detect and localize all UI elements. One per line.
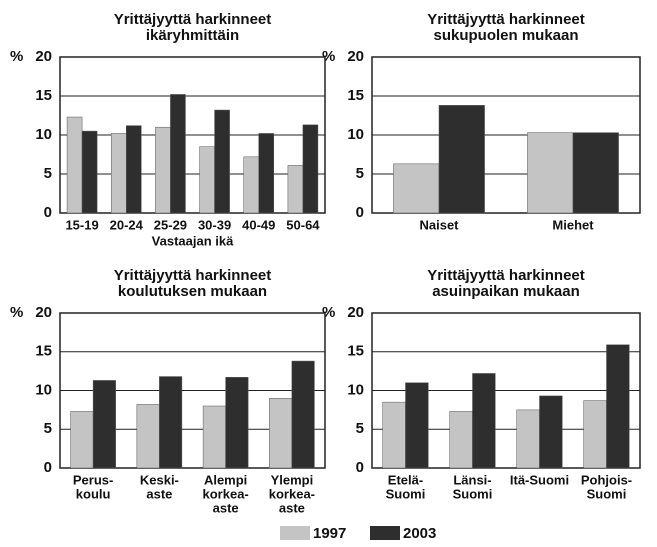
bar — [287, 165, 304, 214]
y-axis-label: % — [322, 304, 335, 321]
x-axis-label: Vastaajan ikä — [152, 233, 234, 248]
y-tick-label: 20 — [35, 304, 52, 321]
x-tick-label: Itä-Suomi — [510, 472, 569, 487]
x-tick-label: Perus- — [73, 472, 113, 487]
bar — [516, 409, 540, 469]
y-tick-label: 20 — [347, 48, 364, 65]
bar — [136, 404, 160, 469]
bar — [243, 156, 260, 214]
y-tick-label: 0 — [44, 204, 52, 221]
y-tick-label: 0 — [356, 459, 364, 476]
y-tick-label: 20 — [35, 48, 52, 65]
x-tick-label: 15-19 — [65, 217, 98, 232]
bar — [258, 133, 275, 214]
bar — [472, 373, 496, 469]
x-tick-label: korkea- — [269, 486, 315, 501]
y-tick-label: 15 — [347, 343, 364, 360]
x-tick-label: koulu — [76, 486, 111, 501]
y-tick-label: 10 — [347, 381, 364, 398]
bar — [539, 395, 563, 469]
x-tick-label: Suomi — [587, 486, 627, 501]
y-tick-label: 5 — [44, 165, 52, 182]
chart-title: Yrittäjyyttä harkinneet — [427, 11, 585, 28]
x-tick-label: Suomi — [453, 486, 493, 501]
x-tick-label: 25-29 — [154, 217, 187, 232]
bar — [606, 344, 630, 469]
x-tick-label: Etelä- — [388, 472, 423, 487]
bar — [159, 376, 183, 469]
y-tick-label: 0 — [356, 204, 364, 221]
bar — [170, 94, 186, 214]
bar — [92, 380, 116, 469]
bar — [572, 132, 619, 214]
x-tick-label: aste — [146, 486, 172, 501]
x-tick-label: 50-64 — [286, 217, 320, 232]
bar — [527, 132, 574, 214]
bar — [583, 400, 607, 469]
x-tick-label: aste — [213, 500, 239, 515]
y-tick-label: 10 — [347, 126, 364, 143]
y-tick-label: 20 — [347, 304, 364, 321]
y-tick-label: 0 — [44, 459, 52, 476]
chart-title: sukupuolen mukaan — [433, 27, 578, 44]
x-tick-label: Ylempi — [271, 472, 314, 487]
bar — [382, 401, 406, 469]
x-tick-label: Miehet — [552, 217, 594, 232]
bar — [225, 377, 249, 469]
chart-title: ikäryhmittäin — [146, 27, 239, 44]
y-tick-label: 15 — [347, 87, 364, 104]
x-tick-label: aste — [279, 500, 305, 515]
bar — [66, 116, 83, 214]
bar — [202, 405, 226, 469]
x-tick-label: Alempi — [204, 472, 247, 487]
y-tick-label: 5 — [356, 420, 364, 437]
y-tick-label: 15 — [35, 343, 52, 360]
chart-title: asuinpaikan mukaan — [432, 283, 580, 300]
x-tick-label: Suomi — [386, 486, 426, 501]
y-tick-label: 5 — [356, 165, 364, 182]
bar — [199, 146, 215, 214]
x-tick-label: Keski- — [140, 472, 179, 487]
y-tick-label: 5 — [44, 420, 52, 437]
legend-swatch — [370, 526, 400, 540]
y-tick-label: 15 — [35, 87, 52, 104]
bar — [155, 126, 171, 214]
chart-title: Yrittäjyyttä harkinneet — [427, 267, 585, 284]
y-axis-label: % — [10, 48, 23, 65]
bar — [81, 130, 98, 214]
legend-label: 1997 — [313, 525, 346, 542]
bar — [269, 398, 293, 469]
x-tick-label: 20-24 — [110, 217, 144, 232]
bar — [405, 382, 429, 469]
legend-swatch — [280, 526, 310, 540]
bar — [438, 105, 485, 214]
chart-title: Yrittäjyyttä harkinneet — [114, 11, 272, 28]
x-tick-label: 30-39 — [198, 217, 231, 232]
bar — [302, 124, 319, 214]
bar — [393, 163, 440, 214]
chart-title: Yrittäjyyttä harkinneet — [114, 267, 272, 284]
bar — [126, 125, 142, 214]
bar — [214, 109, 230, 214]
y-axis-label: % — [322, 48, 335, 65]
chart-title: koulutuksen mukaan — [118, 283, 267, 300]
bar — [110, 133, 127, 214]
legend-label: 2003 — [403, 525, 436, 542]
x-tick-label: korkea- — [203, 486, 249, 501]
y-axis-label: % — [10, 304, 23, 321]
y-tick-label: 10 — [35, 126, 52, 143]
x-tick-label: Pohjois- — [581, 472, 632, 487]
bar — [70, 411, 94, 469]
bar — [291, 360, 315, 469]
x-tick-label: 40-49 — [242, 217, 275, 232]
bar — [449, 411, 473, 469]
y-tick-label: 10 — [35, 381, 52, 398]
x-tick-label: Naiset — [419, 217, 459, 232]
x-tick-label: Länsi- — [453, 472, 491, 487]
